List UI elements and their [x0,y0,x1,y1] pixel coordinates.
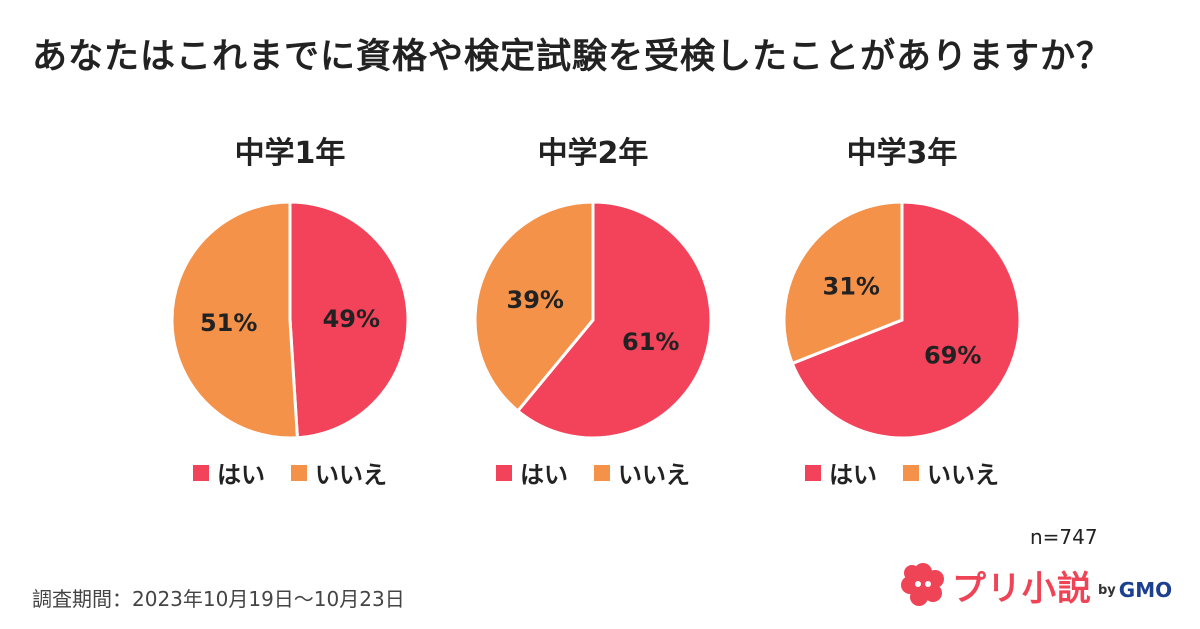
legend: はい いいえ [140,455,440,490]
legend-item-yes: はい [496,455,568,490]
legend: はい いいえ [443,455,743,490]
logo-text: プリ小説 [952,568,1092,609]
pie-slice-yes [790,200,1022,440]
legend-item-yes: はい [805,455,877,490]
logo-by: by [1098,583,1116,598]
legend-swatch-no [594,464,610,481]
pie-label-yes: 61% [622,328,679,356]
pie-title: 中学3年 [846,136,958,171]
legend: はい いいえ [752,455,1052,490]
sample-size: n=747 [1030,525,1098,549]
pie-chart-grade3: 中学3年 69% 31% はい いいえ [752,110,1052,490]
legend-swatch-no [903,464,919,481]
legend-swatch-yes [193,464,209,481]
legend-item-no: いいえ [594,455,690,490]
legend-swatch-no [291,464,307,481]
legend-label-no: いいえ [618,461,690,489]
logo-brand: GMO [1118,578,1173,602]
pie-slice-no [782,200,904,366]
pie-label-no: 51% [200,309,257,337]
legend-swatch-yes [805,464,821,481]
legend-label-yes: はい [520,461,568,489]
chart-title: あなたはこれまでに資格や検定試験を受検したことがありますか？ [32,37,1113,77]
pie-svg: 61% 39% [473,200,713,440]
pie-label-yes: 69% [924,341,981,369]
legend-item-no: いいえ [903,455,999,490]
pie-slice-no [473,200,595,414]
pie-title: 中学1年 [234,136,346,171]
pie-svg: 69% 31% [782,200,1022,440]
survey-period: 調査期間：2023年10月19日〜10月23日 [32,587,405,611]
legend-swatch-yes [496,464,512,481]
pie-slice-no [170,200,300,440]
legend-item-no: いいえ [291,455,387,490]
pie-chart-grade2: 中学2年 61% 39% はい いいえ [443,110,743,490]
pie-svg: 49% 51% [170,200,410,440]
legend-label-yes: はい [829,461,877,489]
legend-label-no: いいえ [927,461,999,489]
pie-label-no: 31% [823,273,880,301]
legend-label-yes: はい [217,461,265,489]
pie-slice-yes [515,200,713,440]
flower-logo-icon [901,563,944,606]
pie-label-yes: 49% [323,305,380,333]
brand-logo: プリ小説 by GMO [900,560,1172,610]
pie-slice-yes [288,200,410,440]
legend-label-no: いいえ [315,461,387,489]
pie-title: 中学2年 [537,136,649,171]
legend-item-yes: はい [193,455,265,490]
pie-chart-grade1: 中学1年 49% 51% はい いいえ [140,110,440,490]
pie-label-no: 39% [507,286,564,314]
